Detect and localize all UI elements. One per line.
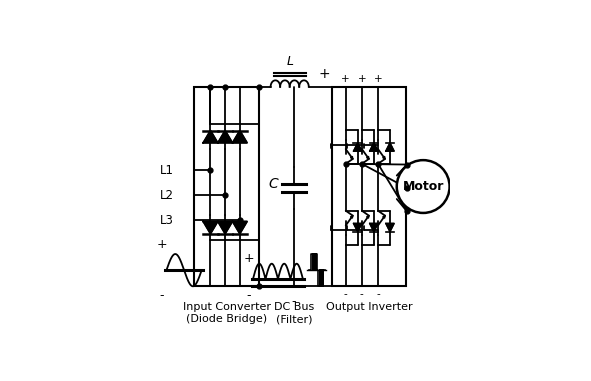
- Polygon shape: [233, 131, 247, 143]
- Bar: [332, 87, 405, 286]
- Circle shape: [397, 160, 450, 213]
- Polygon shape: [366, 216, 369, 218]
- Polygon shape: [369, 223, 378, 232]
- Polygon shape: [218, 131, 232, 143]
- Polygon shape: [366, 156, 369, 159]
- Text: -: -: [376, 289, 380, 299]
- Text: +: +: [374, 74, 382, 84]
- Text: -: -: [292, 295, 296, 308]
- Bar: [194, 87, 259, 286]
- Polygon shape: [218, 221, 232, 234]
- Text: -: -: [246, 289, 251, 302]
- Text: -: -: [344, 289, 348, 299]
- Polygon shape: [353, 223, 362, 232]
- Text: Input Converter: Input Converter: [183, 303, 271, 312]
- Text: Output Inverter: Output Inverter: [326, 303, 412, 312]
- Polygon shape: [386, 142, 394, 151]
- Polygon shape: [203, 131, 217, 143]
- Polygon shape: [233, 221, 247, 234]
- Text: -: -: [360, 289, 363, 299]
- Text: C: C: [268, 177, 278, 190]
- Text: +: +: [243, 253, 254, 266]
- Polygon shape: [369, 142, 378, 151]
- Text: L: L: [286, 55, 293, 68]
- Text: L2: L2: [160, 189, 174, 202]
- Text: L1: L1: [160, 164, 174, 177]
- Polygon shape: [350, 216, 353, 218]
- Polygon shape: [353, 142, 362, 151]
- Polygon shape: [386, 223, 394, 232]
- Polygon shape: [350, 156, 353, 159]
- Text: +: +: [342, 74, 350, 84]
- Text: +: +: [318, 67, 330, 81]
- Text: Motor: Motor: [402, 180, 444, 193]
- Polygon shape: [383, 156, 385, 159]
- Text: +: +: [358, 74, 366, 84]
- Text: L3: L3: [160, 214, 174, 227]
- Text: -: -: [160, 289, 164, 302]
- Polygon shape: [203, 221, 217, 234]
- Text: DC Bus: DC Bus: [274, 303, 314, 312]
- Polygon shape: [383, 216, 385, 218]
- Text: +: +: [157, 238, 167, 251]
- Text: (Filter): (Filter): [276, 314, 312, 324]
- Text: (Diode Bridge): (Diode Bridge): [186, 314, 267, 324]
